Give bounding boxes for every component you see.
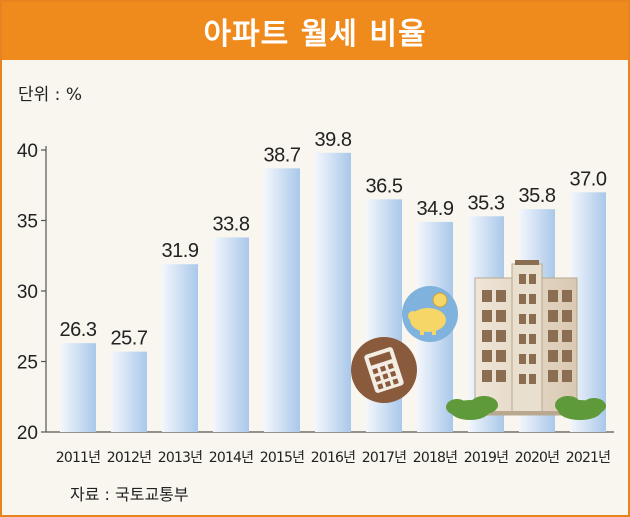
bar-2015년	[264, 168, 300, 432]
data-label: 34.9	[417, 198, 454, 220]
title-bar: 아파트 월세 비율	[2, 2, 628, 60]
data-label: 31.9	[162, 240, 199, 262]
x-tick-label: 2020년	[515, 450, 560, 466]
x-tick-label: 2011년	[56, 450, 101, 466]
bar-2012년	[111, 351, 147, 432]
data-label: 25.7	[111, 328, 148, 350]
y-tick-label: 25	[17, 353, 38, 374]
unit-label: 단위 : %	[18, 85, 82, 105]
y-tick-label: 40	[17, 141, 38, 162]
data-labels: 26.3 25.7 31.9 33.8 38.7 39.8 36.5 34.9 35.3 35.8…	[60, 129, 608, 350]
data-label: 35.8	[519, 185, 556, 207]
x-tick-label: 2017년	[362, 450, 407, 466]
data-label: 39.8	[315, 129, 352, 151]
x-tick-label: 2019년	[464, 450, 509, 466]
piggy-bank-icon	[402, 286, 458, 342]
y-tick-label: 30	[17, 282, 38, 303]
x-tick-label: 2014년	[209, 450, 254, 466]
data-label: 26.3	[60, 319, 97, 341]
x-tick-label: 2012년	[107, 450, 152, 466]
x-tick-label: 2018년	[413, 450, 458, 466]
source-label: 자료 : 국토교통부	[70, 485, 189, 504]
calculator-icon	[351, 337, 417, 403]
y-tick-label: 35	[17, 212, 38, 233]
x-tick-label: 2015년	[260, 450, 305, 466]
apartment-building-illustration	[470, 260, 582, 416]
x-axis: 2011년 2012년 2013년 2014년 2015년 2016년 2017년 2018년…	[56, 450, 611, 466]
chart-title: 아파트 월세 비율	[203, 17, 427, 52]
y-tick-label: 20	[17, 423, 38, 444]
data-label: 38.7	[264, 144, 301, 166]
bar-2013년	[162, 264, 198, 432]
bar-2011년	[60, 343, 96, 432]
x-tick-label: 2016년	[311, 450, 356, 466]
data-label: 35.3	[468, 192, 505, 214]
shrub-icon	[446, 396, 606, 420]
x-tick-label: 2013년	[158, 450, 203, 466]
data-label: 36.5	[366, 175, 403, 197]
bar-2014년	[213, 237, 249, 432]
bar-2016년	[315, 152, 351, 432]
data-label: 33.8	[213, 213, 250, 235]
data-label: 37.0	[570, 168, 607, 190]
x-tick-label: 2021년	[566, 450, 611, 466]
